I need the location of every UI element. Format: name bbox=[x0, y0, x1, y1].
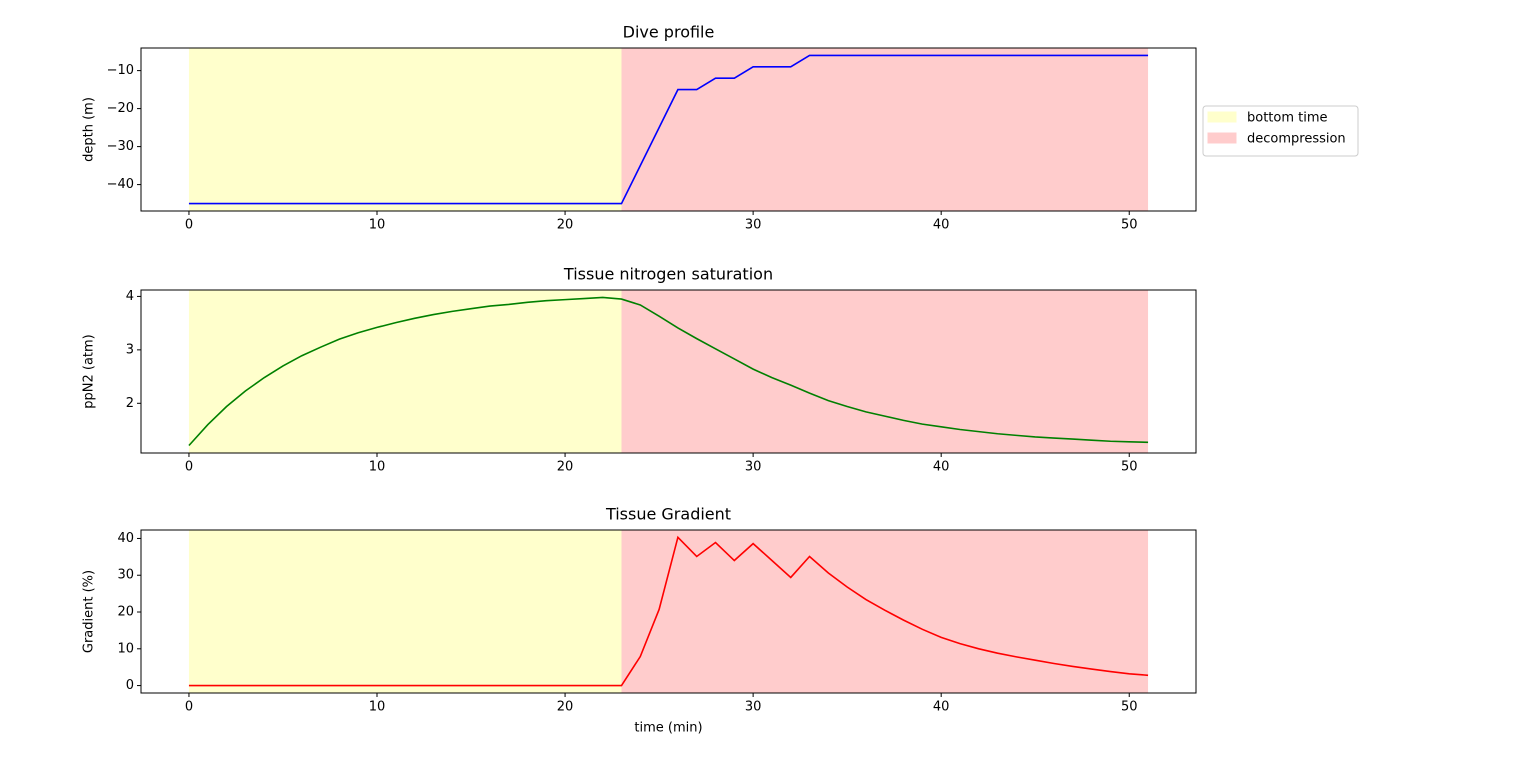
y-axis-label: Gradient (%) bbox=[82, 570, 97, 653]
x-tick-label: 50 bbox=[1121, 460, 1138, 475]
x-tick-label: 40 bbox=[933, 700, 950, 715]
y-axis-label: ppN2 (atm) bbox=[82, 334, 97, 409]
span bbox=[188, 530, 622, 693]
chart-title: Tissue Gradient bbox=[605, 505, 731, 524]
x-tick-label: 10 bbox=[369, 460, 386, 475]
span bbox=[188, 290, 622, 453]
y-tick-label: −20 bbox=[107, 101, 134, 116]
x-tick-label: 30 bbox=[745, 460, 762, 475]
y-tick-label: 3 bbox=[126, 342, 134, 357]
y-tick-label: 4 bbox=[126, 289, 134, 304]
y-tick-label: −10 bbox=[107, 63, 134, 78]
y-axis-label: depth (m) bbox=[82, 97, 97, 162]
x-tick-label: 20 bbox=[557, 460, 574, 475]
x-tick-label: 40 bbox=[933, 460, 950, 475]
x-tick-label: 10 bbox=[369, 218, 386, 233]
x-tick-label: 50 bbox=[1121, 700, 1138, 715]
axes-frame bbox=[140, 529, 1197, 694]
span bbox=[188, 48, 622, 211]
line bbox=[188, 296, 1149, 447]
y-tick-label: 20 bbox=[117, 605, 134, 620]
y-tick-label: 2 bbox=[126, 396, 134, 411]
chart-title: Dive profile bbox=[623, 23, 715, 42]
y-tick-label: 40 bbox=[117, 531, 134, 546]
y-tick-label: −40 bbox=[107, 177, 134, 192]
x-tick-label: 0 bbox=[185, 460, 193, 475]
span bbox=[621, 48, 1149, 211]
x-tick-label: 0 bbox=[185, 218, 193, 233]
y-tick-label: 10 bbox=[117, 641, 134, 656]
legend-frame bbox=[1202, 105, 1359, 157]
x-tick-label: 40 bbox=[933, 218, 950, 233]
span bbox=[621, 290, 1149, 453]
legend-label: decompression bbox=[1247, 132, 1346, 147]
line bbox=[188, 54, 1149, 205]
y-tick-label: 30 bbox=[117, 568, 134, 583]
legend-swatch bbox=[1207, 132, 1237, 144]
legend-label: bottom time bbox=[1247, 111, 1328, 126]
x-tick-label: 20 bbox=[557, 700, 574, 715]
y-tick-label: −30 bbox=[107, 139, 134, 154]
x-tick-label: 50 bbox=[1121, 218, 1138, 233]
chart-title: Tissue nitrogen saturation bbox=[563, 265, 773, 284]
x-tick-label: 20 bbox=[557, 218, 574, 233]
axes-frame bbox=[140, 47, 1197, 212]
y-tick-label: 0 bbox=[126, 678, 134, 693]
x-tick-label: 30 bbox=[745, 700, 762, 715]
legend-swatch bbox=[1207, 111, 1237, 123]
x-tick-label: 0 bbox=[185, 700, 193, 715]
axes-frame bbox=[140, 289, 1197, 454]
line bbox=[188, 535, 1149, 687]
x-tick-label: 10 bbox=[369, 700, 386, 715]
x-axis-label: time (min) bbox=[634, 721, 702, 736]
span bbox=[621, 530, 1149, 693]
x-tick-label: 30 bbox=[745, 218, 762, 233]
